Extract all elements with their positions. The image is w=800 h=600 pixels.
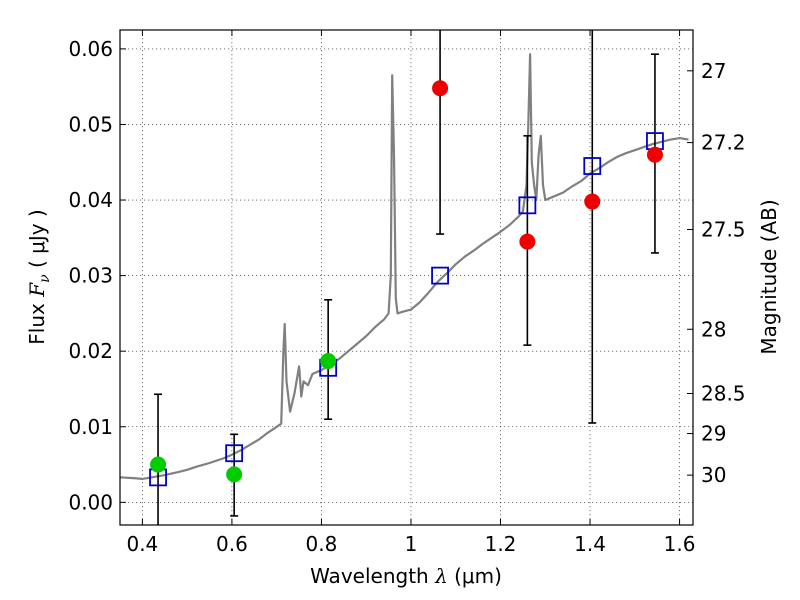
y2-tick-label: 27.2 xyxy=(701,131,746,155)
y2-tick-label: 27.5 xyxy=(701,218,746,242)
grid xyxy=(120,30,693,525)
y-axis-label-subscript: ν xyxy=(37,274,53,283)
y2-tick-label: 27 xyxy=(701,59,726,83)
x-axis-label: Wavelength λ (μm) xyxy=(310,564,502,588)
y2-axis-label: Magnitude (AB) xyxy=(757,199,781,354)
x-axis-label-unit: (μm) xyxy=(448,564,502,588)
plot-area xyxy=(120,30,689,525)
y-tick-label: 0.02 xyxy=(68,339,113,363)
axes: 0.4 0.6 0.8 1 1.2 1.4 1.6 0.00 0.01 0.02 0.03 0.04 0… xyxy=(68,30,746,556)
model-square xyxy=(225,444,244,463)
y-tick-label: 0.05 xyxy=(68,112,113,136)
red-data-point xyxy=(519,233,536,250)
green-data-point xyxy=(226,466,243,483)
y2-tick-label: 28 xyxy=(701,317,726,341)
x-tick-label: 1.4 xyxy=(574,532,606,556)
x-tick-label: 0.6 xyxy=(216,532,248,556)
x-tick-label: 0.4 xyxy=(126,532,158,556)
y-axis-label: Flux Fν ( μJy ) xyxy=(25,209,53,344)
red-data-point xyxy=(646,146,663,163)
x-tick-label: 1 xyxy=(405,532,418,556)
model-square xyxy=(518,196,537,215)
y-tick-label: 0.06 xyxy=(68,37,113,61)
x-axis-label-symbol: λ xyxy=(434,564,448,588)
x-tick-label: 0.8 xyxy=(306,532,338,556)
green-data-point xyxy=(320,353,337,370)
model-square xyxy=(583,157,602,175)
y-tick-label: 0.03 xyxy=(68,264,113,288)
plot-frame xyxy=(119,29,694,526)
y-tick-label: 0.00 xyxy=(68,490,113,514)
green-data-point xyxy=(150,456,167,473)
x-axis-label-prefix: Wavelength xyxy=(310,564,435,588)
y2-tick-label: 28.5 xyxy=(701,382,746,406)
y-tick-label: 0.04 xyxy=(68,188,113,212)
spectrum-line xyxy=(120,53,689,480)
y-axis-label-symbol: F xyxy=(25,282,49,298)
red-data-point xyxy=(432,80,449,97)
y2-tick-label: 29 xyxy=(701,422,726,446)
y-tick-label: 0.01 xyxy=(68,415,113,439)
y-axis-label-unit: ( μJy ) xyxy=(25,209,49,274)
red-data-point xyxy=(584,193,601,210)
x-tick-label: 1.2 xyxy=(485,532,517,556)
x-tick-label: 1.6 xyxy=(664,532,696,556)
y-axis-label-prefix: Flux xyxy=(25,297,49,345)
y2-tick-label: 30 xyxy=(701,463,726,487)
model-square xyxy=(431,266,449,285)
